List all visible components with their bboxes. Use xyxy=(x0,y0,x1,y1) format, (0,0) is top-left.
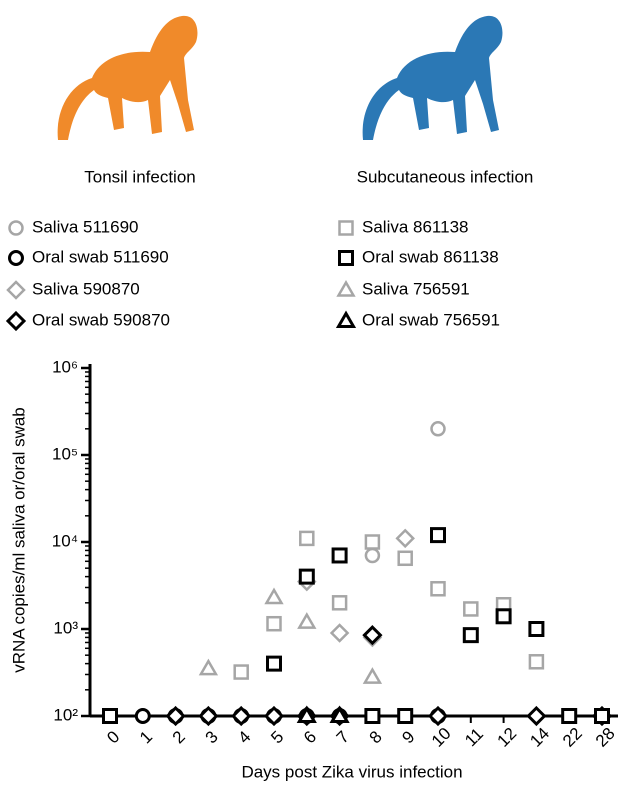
legend-marker xyxy=(8,282,24,298)
x-tick-label: 8 xyxy=(366,727,386,747)
x-tick-label: 12 xyxy=(493,724,520,751)
y-tick-label: 10⁶ xyxy=(52,357,78,376)
legend-marker xyxy=(339,283,354,296)
legend-group-title: Tonsil infection xyxy=(84,167,196,186)
x-tick-label: 11 xyxy=(461,724,487,750)
marker xyxy=(596,710,609,723)
x-tick-label: 2 xyxy=(169,727,189,747)
marker xyxy=(432,582,445,595)
legend-group-title: Subcutaneous infection xyxy=(357,167,534,186)
marker xyxy=(399,710,412,723)
x-tick-label: 0 xyxy=(103,727,123,747)
legend-label: Saliva 511690 xyxy=(32,217,139,236)
marker xyxy=(366,710,379,723)
marker xyxy=(464,602,477,615)
x-tick-label: 9 xyxy=(398,727,418,747)
marker xyxy=(528,708,544,724)
y-tick-label: 10³ xyxy=(53,618,78,637)
marker xyxy=(268,617,281,630)
legend-label: Saliva 756591 xyxy=(362,279,470,298)
legend-marker xyxy=(340,222,353,235)
marker xyxy=(365,670,380,683)
x-tick-label: 10 xyxy=(428,724,455,751)
marker xyxy=(366,549,379,562)
x-tick-label: 5 xyxy=(267,727,287,747)
marker xyxy=(104,710,117,723)
marker xyxy=(267,590,282,603)
marker xyxy=(333,549,346,562)
marker xyxy=(299,615,314,628)
legend-marker xyxy=(10,222,23,235)
marker xyxy=(464,629,477,642)
monkey-silhouette xyxy=(363,16,503,140)
legend-marker xyxy=(340,252,353,265)
legend-marker xyxy=(10,252,23,265)
x-tick-label: 22 xyxy=(559,724,586,751)
legend-label: Oral swab 861138 xyxy=(362,247,499,266)
legend-marker xyxy=(339,314,354,327)
marker xyxy=(366,536,379,549)
y-tick-label: 10² xyxy=(53,705,78,724)
figure: Tonsil infection Subcutaneous infection … xyxy=(0,0,621,785)
marker xyxy=(563,710,576,723)
x-tick-label: 14 xyxy=(526,724,553,751)
y-axis-label: vRNA copies/ml saliva or/oral swab xyxy=(9,407,28,672)
marker xyxy=(530,655,543,668)
marker xyxy=(397,530,413,546)
x-tick-label: 28 xyxy=(592,724,619,751)
marker xyxy=(201,661,216,674)
legend-label: Saliva 861138 xyxy=(362,217,469,236)
legend-label: Saliva 590870 xyxy=(32,279,140,298)
marker xyxy=(136,710,149,723)
legend-label: Oral swab 756591 xyxy=(362,310,500,329)
marker xyxy=(300,570,313,583)
marker xyxy=(268,657,281,670)
legend-label: Oral swab 511690 xyxy=(32,247,169,266)
legend-marker xyxy=(8,313,24,329)
y-tick-label: 10⁵ xyxy=(52,444,78,463)
monkey-silhouette xyxy=(58,16,198,140)
y-tick-label: 10⁴ xyxy=(52,531,78,550)
marker xyxy=(333,596,346,609)
x-tick-label: 6 xyxy=(300,727,320,747)
marker xyxy=(332,625,348,641)
marker xyxy=(432,529,445,542)
marker xyxy=(235,666,248,679)
x-tick-label: 3 xyxy=(202,727,222,747)
marker xyxy=(399,552,412,565)
x-tick-label: 7 xyxy=(333,727,353,747)
marker xyxy=(300,532,313,545)
marker xyxy=(432,422,445,435)
legend-label: Oral swab 590870 xyxy=(32,310,170,329)
x-tick-label: 4 xyxy=(234,727,254,747)
x-axis-label: Days post Zika virus infection xyxy=(241,762,462,781)
x-tick-label: 1 xyxy=(136,727,156,747)
marker xyxy=(530,623,543,636)
marker xyxy=(497,610,510,623)
